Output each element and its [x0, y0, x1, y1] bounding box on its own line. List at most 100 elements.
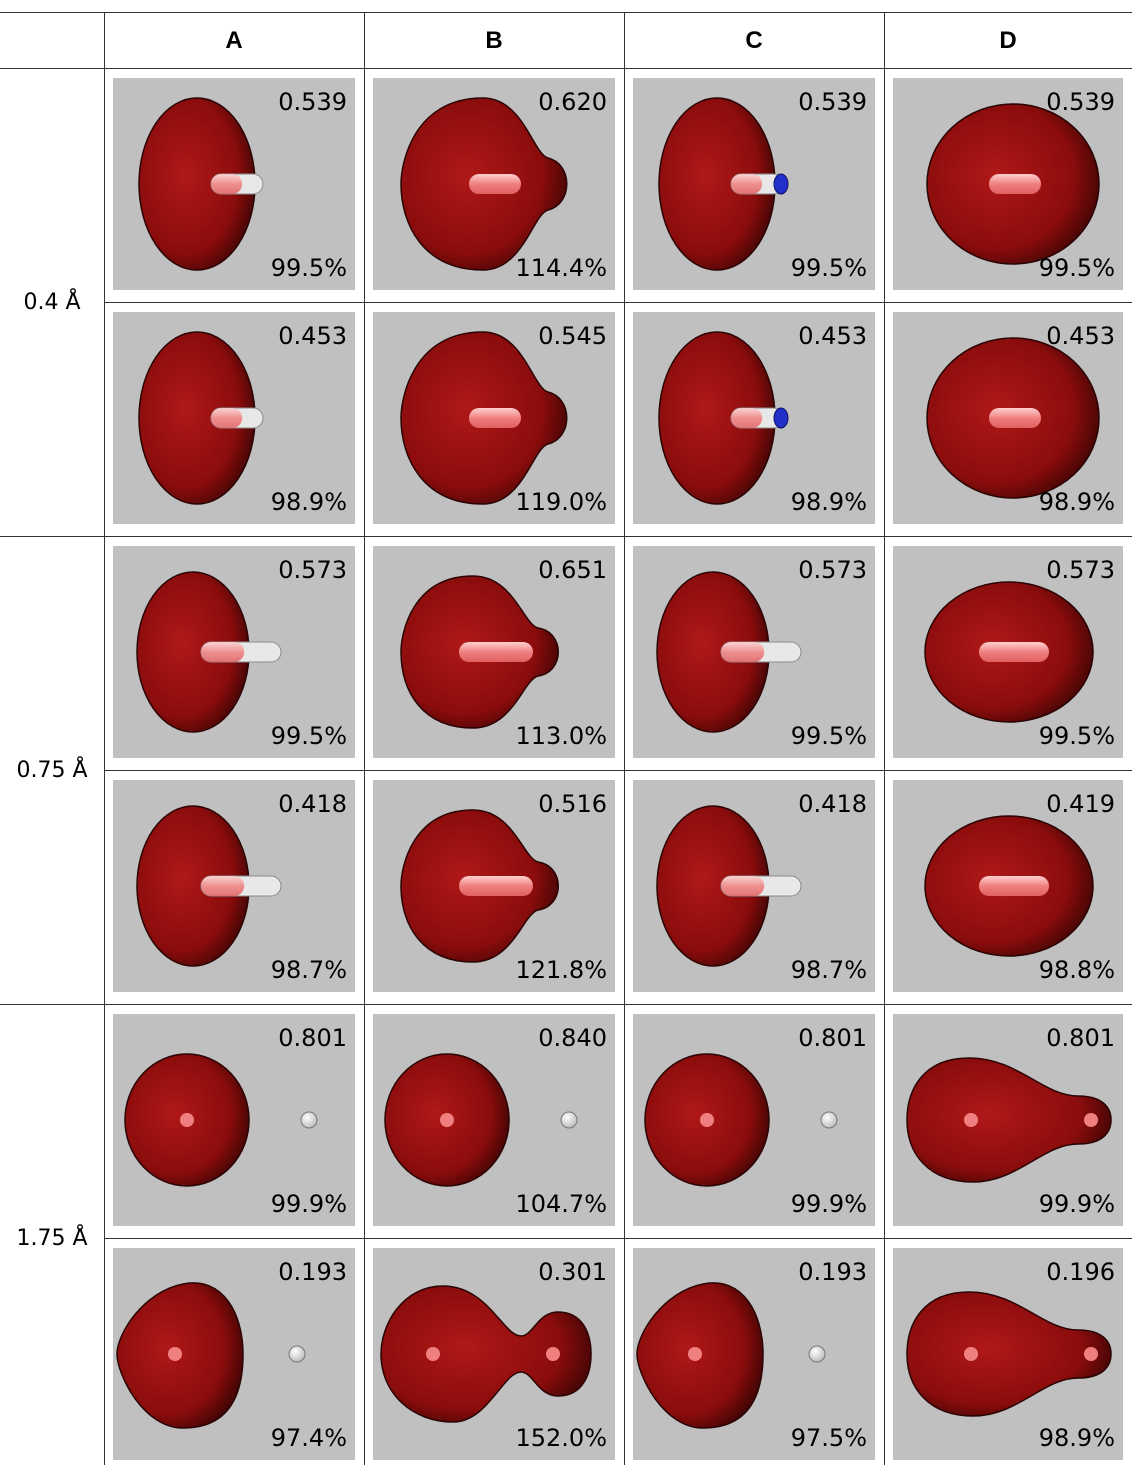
density-panel: 0.418 98.7%	[113, 780, 355, 992]
electron-density-isosurface	[926, 337, 1100, 499]
column-header-a: A	[225, 27, 243, 54]
percent-value: 98.9%	[790, 488, 867, 516]
overlap-value: 0.193	[798, 1258, 867, 1286]
percent-value: 99.9%	[790, 1190, 867, 1218]
overlap-value: 0.193	[278, 1258, 347, 1286]
percent-value: 121.8%	[515, 956, 607, 984]
electron-density-isosurface	[400, 809, 559, 963]
density-panel: 0.573 99.5%	[113, 546, 355, 758]
overlap-value: 0.453	[798, 322, 867, 350]
overlap-value: 0.539	[278, 88, 347, 116]
percent-value: 152.0%	[515, 1424, 607, 1452]
electron-density-isosurface	[136, 571, 282, 733]
percent-value: 97.4%	[270, 1424, 347, 1452]
overlap-value: 0.453	[278, 322, 347, 350]
percent-value: 98.7%	[270, 956, 347, 984]
density-panel: 0.801 99.9%	[633, 1014, 875, 1226]
density-panel: 0.418 98.7%	[633, 780, 875, 992]
column-divider	[104, 12, 105, 1465]
overlap-value: 0.840	[538, 1024, 607, 1052]
overlap-value: 0.545	[538, 322, 607, 350]
electron-density-isosurface	[380, 1285, 592, 1423]
electron-density-isosurface	[924, 581, 1094, 723]
electron-density-isosurface	[400, 97, 568, 271]
percent-value: 97.5%	[790, 1424, 867, 1452]
electron-density-isosurface	[926, 103, 1100, 265]
column-divider	[624, 12, 625, 1465]
percent-value: 98.7%	[790, 956, 867, 984]
density-panel: 0.539 99.5%	[893, 78, 1123, 290]
percent-value: 98.9%	[1038, 488, 1115, 516]
overlap-value: 0.516	[538, 790, 607, 818]
overlap-value: 0.620	[538, 88, 607, 116]
electron-density-isosurface	[138, 97, 264, 271]
overlap-value: 0.453	[1046, 322, 1115, 350]
row-label: 1.75 Å	[16, 1225, 88, 1251]
density-panel: 0.419 98.8%	[893, 780, 1123, 992]
overlap-value: 0.651	[538, 556, 607, 584]
overlap-value: 0.573	[798, 556, 867, 584]
overlap-value: 0.573	[1046, 556, 1115, 584]
overlap-value: 0.418	[278, 790, 347, 818]
column-header-b: B	[485, 27, 503, 54]
overlap-value: 0.801	[278, 1024, 347, 1052]
electron-density-isosurface	[136, 805, 282, 967]
density-panel: 0.453 98.9%	[893, 312, 1123, 524]
density-panel: 0.539 99.5%	[633, 78, 875, 290]
density-panel: 0.573 99.5%	[893, 546, 1123, 758]
density-panel: 0.801 99.9%	[893, 1014, 1123, 1226]
electron-density-isosurface	[124, 1053, 318, 1187]
density-panel: 0.539 99.5%	[113, 78, 355, 290]
density-panel: 0.516 121.8%	[373, 780, 615, 992]
electron-density-isosurface	[400, 331, 568, 505]
percent-value: 99.5%	[270, 254, 347, 282]
column-divider	[884, 12, 885, 1465]
percent-value: 114.4%	[515, 254, 607, 282]
density-panel: 0.453 98.9%	[633, 312, 875, 524]
percent-value: 99.9%	[1038, 1190, 1115, 1218]
percent-value: 98.9%	[1038, 1424, 1115, 1452]
overlap-value: 0.801	[798, 1024, 867, 1052]
column-header-c: C	[745, 27, 763, 54]
percent-value: 99.5%	[790, 254, 867, 282]
row-label: 0.4 Å	[23, 289, 81, 315]
sub-row-divider	[104, 302, 1132, 303]
percent-value: 99.5%	[1038, 254, 1115, 282]
density-panel: 0.545 119.0%	[373, 312, 615, 524]
density-panel: 0.453 98.9%	[113, 312, 355, 524]
percent-value: 99.9%	[270, 1190, 347, 1218]
electron-density-isosurface	[400, 575, 559, 729]
percent-value: 113.0%	[515, 722, 607, 750]
column-header-d: D	[999, 27, 1017, 54]
overlap-value: 0.196	[1046, 1258, 1115, 1286]
percent-value: 98.9%	[270, 488, 347, 516]
percent-value: 98.8%	[1038, 956, 1115, 984]
density-panel: 0.573 99.5%	[633, 546, 875, 758]
overlap-value: 0.801	[1046, 1024, 1115, 1052]
group-divider	[0, 1004, 1132, 1005]
column-divider	[364, 12, 365, 1465]
overlap-value: 0.418	[798, 790, 867, 818]
sub-row-divider	[104, 770, 1132, 771]
density-panel: 0.651 113.0%	[373, 546, 615, 758]
percent-value: 99.5%	[270, 722, 347, 750]
electron-density-isosurface	[138, 331, 264, 505]
electron-density-isosurface	[906, 1057, 1112, 1183]
percent-value: 99.5%	[790, 722, 867, 750]
overlap-value: 0.573	[278, 556, 347, 584]
electron-density-isosurface	[924, 815, 1094, 957]
electron-density-isosurface	[116, 1282, 306, 1429]
density-panel: 0.620 114.4%	[373, 78, 615, 290]
electron-density-isosurface	[906, 1291, 1112, 1417]
overlap-value: 0.539	[1046, 88, 1115, 116]
electron-density-isosurface	[656, 571, 802, 733]
percent-value: 104.7%	[515, 1190, 607, 1218]
density-panel: 0.193 97.4%	[113, 1248, 355, 1460]
electron-density-isosurface	[658, 331, 789, 505]
sub-row-divider	[104, 1238, 1132, 1239]
row-label: 0.75 Å	[16, 757, 88, 783]
density-panel: 0.801 99.9%	[113, 1014, 355, 1226]
density-panel: 0.196 98.9%	[893, 1248, 1123, 1460]
electron-density-isosurface	[656, 805, 802, 967]
